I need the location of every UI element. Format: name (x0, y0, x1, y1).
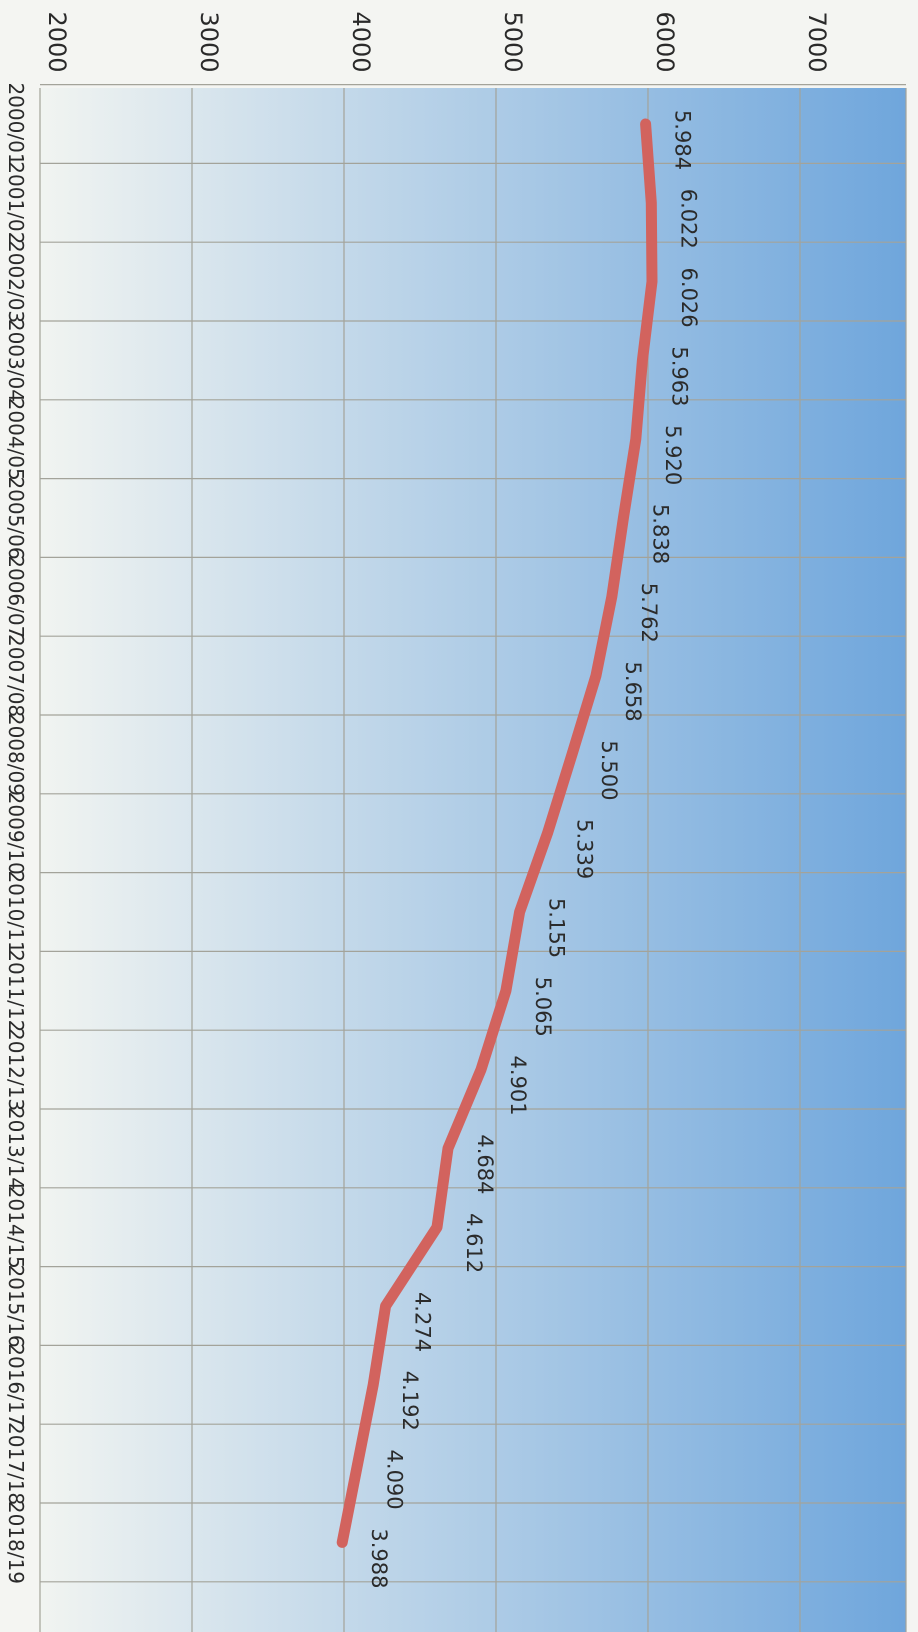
category-tick-label: 2000/01 (4, 82, 28, 165)
value-tick-label: 3000 (195, 11, 223, 72)
data-label: 4.090 (383, 1450, 407, 1510)
data-label: 4.612 (462, 1213, 486, 1273)
category-tick-label: 2012/13 (4, 1028, 28, 1111)
data-label: 5.984 (671, 110, 695, 170)
category-tick-label: 2002/03 (4, 240, 28, 323)
data-label: 4.274 (411, 1292, 435, 1352)
category-tick-label: 2010/11 (4, 870, 28, 953)
data-label: 4.901 (506, 1056, 530, 1116)
value-tick-label: 4000 (347, 11, 375, 72)
category-tick-label: 2017/18 (4, 1422, 28, 1505)
plot-background (40, 88, 906, 1632)
value-tick-label: 2000 (43, 11, 71, 72)
value-tick-label: 5000 (499, 11, 527, 72)
data-label: 5.500 (597, 740, 621, 800)
category-tick-label: 2015/16 (4, 1264, 28, 1347)
data-labels: 5.984 6.022 6.026 5.963 5.920 5.838 5.762 5.658… (367, 110, 701, 1589)
category-tick-label: 2001/02 (4, 161, 28, 244)
category-tick-label: 2003/04 (4, 319, 28, 402)
category-tick-label: 2014/15 (4, 1186, 28, 1269)
data-label: 5.963 (667, 346, 691, 406)
category-tick-label: 2013/14 (4, 1107, 28, 1190)
series-polyline (336, 118, 658, 1548)
category-tick-label: 2009/10 (4, 792, 28, 875)
value-tick-label: 7000 (803, 11, 831, 72)
data-label: 5.339 (573, 819, 597, 879)
data-label: 6.022 (676, 189, 700, 249)
grid-lines (39, 83, 907, 1632)
category-tick-label: 2016/17 (4, 1343, 28, 1426)
value-tick-label: 6000 (651, 11, 679, 72)
data-label: 5.920 (661, 425, 685, 485)
data-label: 5.065 (531, 977, 555, 1037)
data-label: 5.762 (637, 583, 661, 643)
category-tick-label: 2011/12 (4, 949, 28, 1032)
category-tick-label: 2008/09 (4, 713, 28, 796)
category-axis-ticks: 2000/012001/022002/032003/042004/052005/… (4, 82, 28, 1583)
data-label: 4.192 (398, 1371, 422, 1431)
data-label: 6.026 (677, 268, 701, 328)
value-axis-ticks: 2000 3000 4000 5000 6000 7000 (43, 11, 831, 72)
data-label: 5.658 (621, 662, 645, 722)
category-tick-label: 2007/08 (4, 634, 28, 717)
category-tick-label: 2006/07 (4, 555, 28, 638)
data-label: 4.684 (473, 1134, 497, 1194)
data-label: 5.155 (545, 898, 569, 958)
data-label: 5.838 (648, 504, 672, 564)
category-tick-label: 2005/06 (4, 476, 28, 559)
series-line (336, 118, 658, 1548)
category-tick-label: 2004/05 (4, 398, 28, 481)
data-label: 3.988 (367, 1528, 391, 1588)
category-tick-label: 2018/19 (4, 1501, 28, 1584)
